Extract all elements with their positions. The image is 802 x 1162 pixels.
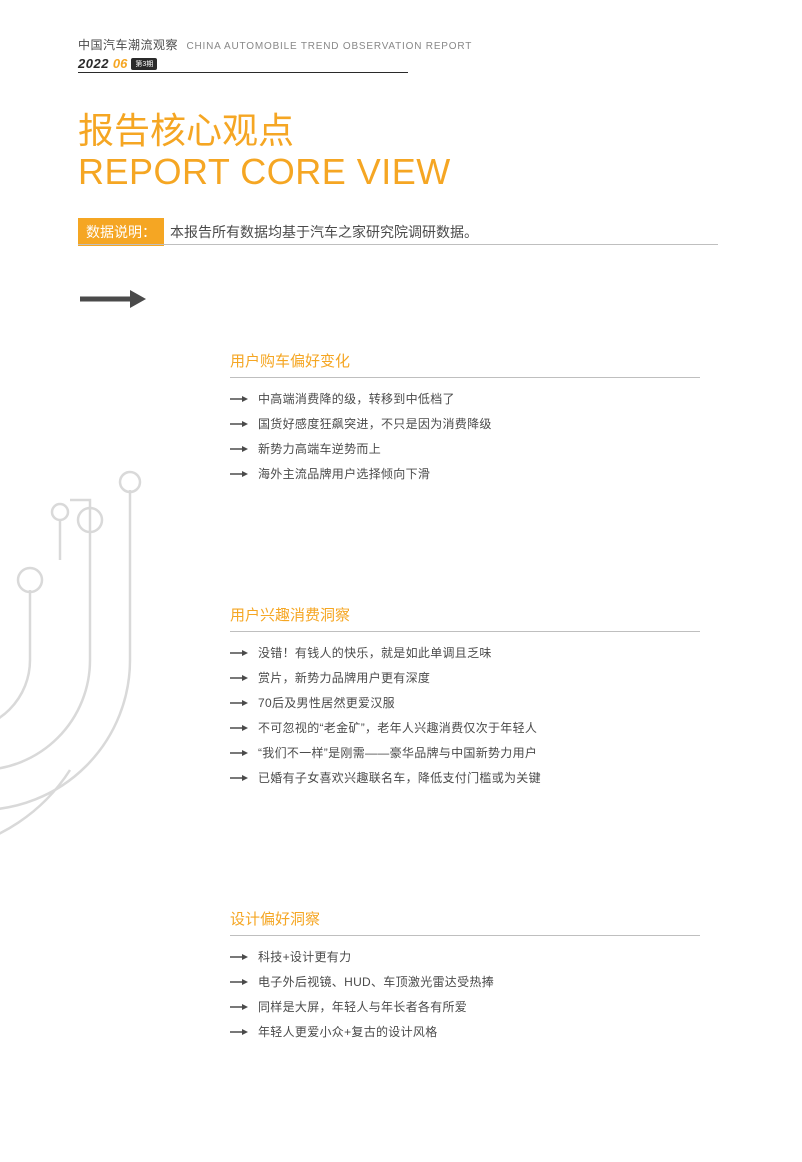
arrow-icon	[230, 724, 248, 732]
item-text: 没错！有钱人的快乐，就是如此单调且乏味	[258, 644, 492, 661]
data-note-text: 本报告所有数据均基于汽车之家研究院调研数据。	[164, 218, 718, 246]
header-issue-badge: 第3期	[131, 58, 157, 70]
arrow-icon	[230, 445, 248, 453]
arrow-icon	[230, 395, 248, 403]
item-text: 赏片，新势力品牌用户更有深度	[258, 669, 430, 686]
arrow-icon	[230, 749, 248, 757]
list-item: 科技+设计更有力	[230, 944, 730, 969]
data-note: 数据说明： 本报告所有数据均基于汽车之家研究院调研数据。	[78, 218, 718, 246]
section-title: 用户兴趣消费洞察	[230, 604, 700, 632]
list-item: 电子外后视镜、HUD、车顶激光雷达受热捧	[230, 969, 730, 994]
list-item: 没错！有钱人的快乐，就是如此单调且乏味	[230, 640, 730, 665]
title-block: 报告核心观点 REPORT CORE VIEW	[78, 110, 451, 193]
header-year: 2022	[78, 56, 109, 71]
arrow-icon	[230, 470, 248, 478]
list-item: 赏片，新势力品牌用户更有深度	[230, 665, 730, 690]
list-item: 新势力高端车逆势而上	[230, 436, 730, 461]
item-text: 同样是大屏，年轻人与年长者各有所爱	[258, 998, 467, 1015]
arrow-icon	[230, 953, 248, 961]
section-items: 科技+设计更有力 电子外后视镜、HUD、车顶激光雷达受热捧 同样是大屏，年轻人与…	[230, 944, 730, 1044]
item-text: 70后及男性居然更爱汉服	[258, 694, 395, 711]
title-en: REPORT CORE VIEW	[78, 151, 451, 192]
data-note-underline	[78, 244, 718, 245]
list-item: 中高端消费降的级，转移到中低档了	[230, 386, 730, 411]
header-month: 06	[113, 56, 127, 71]
item-text: “我们不一样”是刚需——豪华品牌与中国新势力用户	[258, 744, 537, 761]
item-text: 国货好感度狂飙突进，不只是因为消费降级	[258, 415, 492, 432]
sections-container: 用户购车偏好变化 中高端消费降的级，转移到中低档了 国货好感度狂飙突进，不只是因…	[230, 350, 730, 1162]
section-title: 设计偏好洞察	[230, 908, 700, 936]
large-arrow-icon	[80, 288, 146, 315]
section-3: 设计偏好洞察 科技+设计更有力 电子外后视镜、HUD、车顶激光雷达受热捧 同样是…	[230, 908, 730, 1044]
item-text: 科技+设计更有力	[258, 948, 351, 965]
page-header: 中国汽车潮流观察 CHINA AUTOMOBILE TREND OBSERVAT…	[78, 36, 472, 73]
header-title-en: CHINA AUTOMOBILE TREND OBSERVATION REPOR…	[186, 41, 472, 52]
section-items: 中高端消费降的级，转移到中低档了 国货好感度狂飙突进，不只是因为消费降级 新势力…	[230, 386, 730, 486]
list-item: 年轻人更爱小众+复古的设计风格	[230, 1019, 730, 1044]
list-item: 国货好感度狂飙突进，不只是因为消费降级	[230, 411, 730, 436]
section-2: 用户兴趣消费洞察 没错！有钱人的快乐，就是如此单调且乏味 赏片，新势力品牌用户更…	[230, 604, 730, 790]
list-item: 不可忽视的“老金矿”，老年人兴趣消费仅次于年轻人	[230, 715, 730, 740]
item-text: 不可忽视的“老金矿”，老年人兴趣消费仅次于年轻人	[258, 719, 537, 736]
list-item: 同样是大屏，年轻人与年长者各有所爱	[230, 994, 730, 1019]
list-item: 70后及男性居然更爱汉服	[230, 690, 730, 715]
item-text: 年轻人更爱小众+复古的设计风格	[258, 1023, 438, 1040]
arrow-icon	[230, 1028, 248, 1036]
data-note-label: 数据说明：	[78, 218, 164, 246]
section-items: 没错！有钱人的快乐，就是如此单调且乏味 赏片，新势力品牌用户更有深度 70后及男…	[230, 640, 730, 790]
item-text: 已婚有子女喜欢兴趣联名车，降低支付门槛或为关键	[258, 769, 541, 786]
list-item: 已婚有子女喜欢兴趣联名车，降低支付门槛或为关键	[230, 765, 730, 790]
arrow-icon	[230, 978, 248, 986]
arrow-icon	[230, 420, 248, 428]
arrow-icon	[230, 699, 248, 707]
header-rule	[78, 72, 408, 73]
item-text: 中高端消费降的级，转移到中低档了	[258, 390, 455, 407]
list-item: 海外主流品牌用户选择倾向下滑	[230, 461, 730, 486]
section-1: 用户购车偏好变化 中高端消费降的级，转移到中低档了 国货好感度狂飙突进，不只是因…	[230, 350, 730, 486]
item-text: 海外主流品牌用户选择倾向下滑	[258, 465, 430, 482]
list-item: “我们不一样”是刚需——豪华品牌与中国新势力用户	[230, 740, 730, 765]
header-title-cn: 中国汽车潮流观察	[78, 38, 178, 52]
item-text: 电子外后视镜、HUD、车顶激光雷达受热捧	[258, 973, 494, 990]
arrow-icon	[230, 1003, 248, 1011]
arrow-icon	[230, 649, 248, 657]
arrow-icon	[230, 674, 248, 682]
item-text: 新势力高端车逆势而上	[258, 440, 381, 457]
arrow-icon	[230, 774, 248, 782]
title-cn: 报告核心观点	[78, 110, 451, 151]
decorative-lines	[0, 470, 230, 895]
section-title: 用户购车偏好变化	[230, 350, 700, 378]
